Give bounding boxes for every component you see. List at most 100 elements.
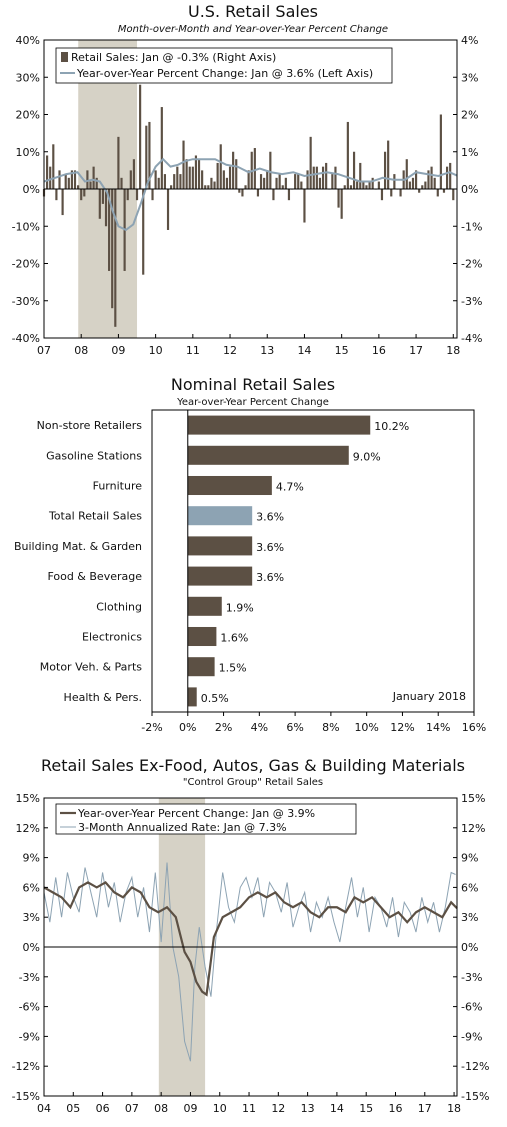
chart1-bar <box>449 162 452 189</box>
chart1-bar <box>297 174 300 189</box>
chart1-bar <box>83 189 86 197</box>
chart1-bar <box>185 159 188 189</box>
chart1-left-tick-label: 0% <box>23 183 40 196</box>
chart1-legend: Retail Sales: Jan @ -0.3% (Right Axis) Y… <box>55 47 393 84</box>
chart1-bar <box>235 159 238 189</box>
chart1-bar <box>387 140 390 189</box>
chart3-x-tick-label: 15 <box>359 1102 373 1115</box>
chart1-bar <box>442 189 446 193</box>
chart3-legend-item-0: Year-over-Year Percent Change: Jan @ 3.9… <box>77 807 315 820</box>
chart1-bar <box>377 181 380 189</box>
chart1-bar <box>55 189 58 201</box>
chart2-bar <box>187 445 349 465</box>
chart1-bar <box>210 177 213 189</box>
chart1-bar <box>315 166 318 189</box>
chart1-bar <box>383 151 387 189</box>
chart3-x-tick-label: 09 <box>183 1102 197 1115</box>
chart1-bar <box>126 189 129 201</box>
chart1-bar <box>238 189 241 193</box>
chart3-x-tick-label: 14 <box>330 1102 344 1115</box>
chart3-left-tick-label: -3% <box>19 971 40 984</box>
chart1-right-tick-label: -2% <box>461 258 482 271</box>
chart1-bar <box>86 170 89 189</box>
chart2-value-label: 3.6% <box>256 571 284 584</box>
chart1-bar <box>427 170 430 189</box>
chart3-right-tick-label: 6% <box>461 881 478 894</box>
chart1-bar <box>101 189 104 204</box>
chart1-bar <box>92 166 95 189</box>
chart2-category-label: Furniture <box>93 480 143 493</box>
chart1-bar <box>188 166 191 189</box>
chart2-value-label: 3.6% <box>256 541 284 554</box>
chart1-bar <box>452 189 455 201</box>
chart3-legend-item-1: 3-Month Annualized Rate: Jan @ 7.3% <box>78 821 287 834</box>
chart1-bar <box>309 136 312 189</box>
chart2-value-label: 9.0% <box>353 450 381 463</box>
chart1-x-tick-label: 11 <box>186 344 200 357</box>
chart2-x-tick-label: -2% <box>141 721 162 734</box>
chart1-bar <box>129 170 132 189</box>
chart1-bar <box>98 189 101 219</box>
chart2-x-tick-label: 6% <box>286 721 303 734</box>
chart1-legend-item-0: Retail Sales: Jan @ -0.3% (Right Axis) <box>71 51 276 64</box>
chart1-bar <box>294 174 297 189</box>
chart3-right-axis: 15% 12% 9% 6% 3% 0% -3% -6% -9% -12% -15% <box>453 792 489 1103</box>
chart1-left-tick-label: -30% <box>12 295 40 308</box>
chart1-bar <box>380 189 384 201</box>
chart2-category-label: Food & Beverage <box>47 570 142 583</box>
chart3-right-tick-label: -9% <box>461 1030 482 1043</box>
chart3-right-tick-label: -6% <box>461 1001 482 1014</box>
chart1-left-tick-label: 40% <box>16 34 40 47</box>
chart1-x-tick-label: 14 <box>297 344 311 357</box>
chart1-bar <box>287 189 291 201</box>
chart1-bar <box>278 174 281 189</box>
chart3-x-tick-label: 12 <box>271 1102 285 1115</box>
chart3-left-tick-label: -15% <box>12 1090 40 1103</box>
chart1-bar <box>95 177 98 189</box>
chart1-left-tick-label: -20% <box>12 258 40 271</box>
chart1-bar <box>179 174 182 189</box>
chart3-right-tick-label: 12% <box>461 822 485 835</box>
chart2-bar <box>187 415 371 435</box>
chart1-bar <box>359 162 362 189</box>
chart1-bar <box>52 144 55 189</box>
chart3-left-axis: 15% 12% 9% 6% 3% 0% -3% -6% -9% -12% -15% <box>12 792 48 1103</box>
chart1-bar <box>371 177 374 189</box>
chart1-left-tick-label: -40% <box>12 332 40 345</box>
chart3-x-tick-label: 08 <box>154 1102 168 1115</box>
chart1-bar <box>160 107 163 189</box>
chart1-bar <box>259 174 263 189</box>
chart2-x-tick-label: 8% <box>322 721 339 734</box>
chart1-bar <box>228 166 232 189</box>
chart1-x-tick-label: 16 <box>372 344 386 357</box>
chart2-title: Nominal Retail Sales <box>171 375 335 394</box>
chart1-right-tick-label: 0% <box>461 183 478 196</box>
chart1-bar <box>154 170 157 189</box>
chart1-bar <box>204 185 207 189</box>
chart2-category-label: Total Retail Sales <box>48 510 142 523</box>
chart1-bar <box>182 140 185 189</box>
chart2-subtitle: Year-over-Year Percent Change <box>176 397 329 408</box>
chart3-x-tick-label: 05 <box>66 1102 80 1115</box>
chart1-right-tick-label: 2% <box>461 109 478 122</box>
chart1-bar <box>411 177 415 189</box>
chart2-bar <box>187 536 253 556</box>
chart2-x-tick-label: 12% <box>390 721 414 734</box>
chart2-x-axis: -2% 0% 2% 4% 6% 8% 10% 12% 14% 16% <box>141 712 486 734</box>
chart3-legend: Year-over-Year Percent Change: Jan @ 3.9… <box>55 803 357 835</box>
chart1-bar <box>445 166 449 189</box>
chart2-bars: Non-store Retailers 10.2% Gasoline Station… <box>14 415 409 707</box>
chart1-right-tick-label: -3% <box>461 295 482 308</box>
chart2-bar <box>187 657 215 677</box>
chart1-bar <box>321 166 325 189</box>
chart2-x-tick-label: 10% <box>354 721 378 734</box>
chart1-bar <box>170 185 173 189</box>
chart1-x-tick-label: 18 <box>446 344 460 357</box>
chart2-x-tick-label: 4% <box>251 721 268 734</box>
chart2-value-label: 4.7% <box>276 481 304 494</box>
chart3-x-tick-label: 16 <box>388 1102 402 1115</box>
chart1-title: U.S. Retail Sales <box>188 2 318 21</box>
chart1-bar <box>362 181 365 189</box>
chart2-value-label: 1.6% <box>220 632 248 645</box>
chart3-annualized-line <box>43 862 456 1062</box>
